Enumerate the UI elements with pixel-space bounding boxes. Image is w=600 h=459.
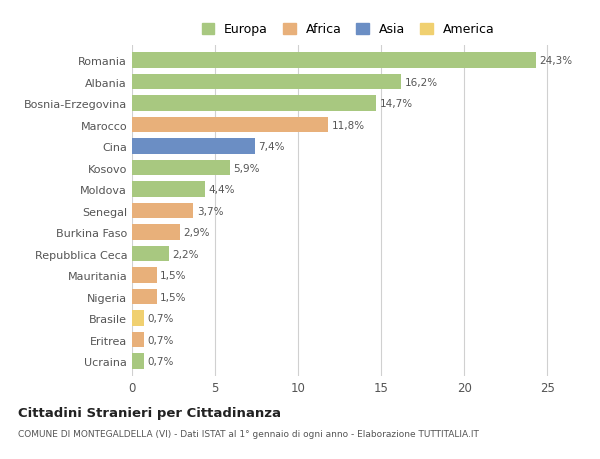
Text: 5,9%: 5,9% — [233, 163, 260, 173]
Bar — [132, 203, 193, 219]
Bar — [132, 161, 230, 176]
Bar — [132, 289, 157, 305]
Bar — [132, 53, 536, 69]
Text: 7,4%: 7,4% — [258, 142, 285, 152]
Bar — [132, 268, 157, 283]
Text: 0,7%: 0,7% — [147, 335, 173, 345]
Text: 24,3%: 24,3% — [539, 56, 572, 66]
Text: 14,7%: 14,7% — [380, 99, 413, 109]
Bar — [132, 311, 143, 326]
Bar — [132, 246, 169, 262]
Text: COMUNE DI MONTEGALDELLA (VI) - Dati ISTAT al 1° gennaio di ogni anno - Elaborazi: COMUNE DI MONTEGALDELLA (VI) - Dati ISTA… — [18, 429, 479, 438]
Legend: Europa, Africa, Asia, America: Europa, Africa, Asia, America — [202, 23, 494, 36]
Text: 1,5%: 1,5% — [160, 292, 187, 302]
Text: 2,2%: 2,2% — [172, 249, 199, 259]
Text: 11,8%: 11,8% — [331, 120, 365, 130]
Text: Cittadini Stranieri per Cittadinanza: Cittadini Stranieri per Cittadinanza — [18, 406, 281, 419]
Bar — [132, 332, 143, 347]
Text: 0,7%: 0,7% — [147, 356, 173, 366]
Bar — [132, 118, 328, 133]
Bar — [132, 353, 143, 369]
Bar — [132, 225, 180, 241]
Text: 4,4%: 4,4% — [208, 185, 235, 195]
Text: 3,7%: 3,7% — [197, 206, 223, 216]
Text: 1,5%: 1,5% — [160, 270, 187, 280]
Bar — [132, 75, 401, 90]
Text: 16,2%: 16,2% — [404, 78, 437, 87]
Bar — [132, 139, 255, 155]
Text: 2,9%: 2,9% — [184, 228, 210, 238]
Bar — [132, 182, 205, 197]
Text: 0,7%: 0,7% — [147, 313, 173, 324]
Bar — [132, 96, 376, 112]
